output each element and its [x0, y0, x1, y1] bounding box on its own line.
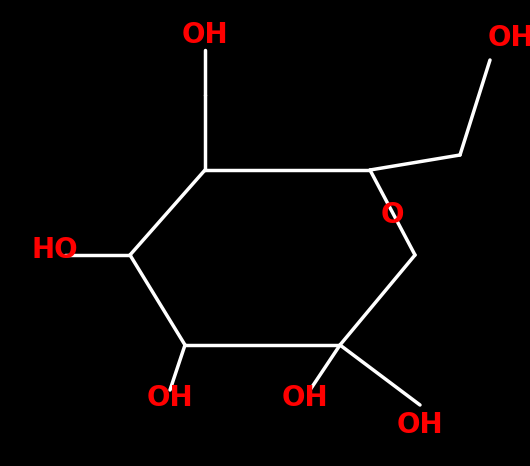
Text: HO: HO — [32, 236, 78, 264]
Text: O: O — [380, 201, 404, 229]
Text: OH: OH — [182, 21, 228, 49]
Text: OH: OH — [147, 384, 193, 412]
Text: OH: OH — [396, 411, 443, 439]
Text: OH: OH — [281, 384, 328, 412]
Text: OH: OH — [488, 24, 530, 52]
